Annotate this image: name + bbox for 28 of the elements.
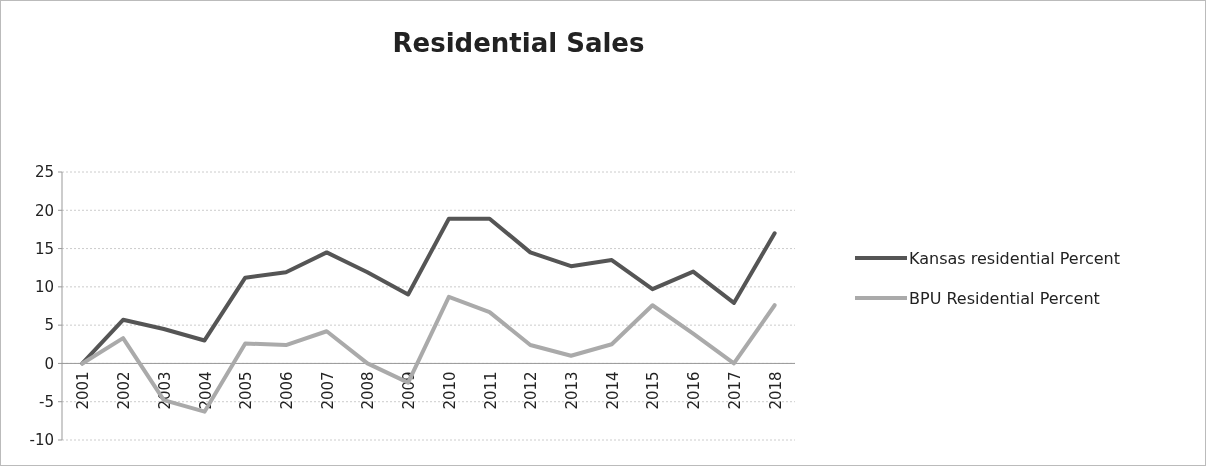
y-tick-label: 0 — [44, 354, 54, 373]
y-tick-label: -10 — [29, 431, 54, 450]
chart-title: Residential Sales — [392, 28, 645, 58]
y-tick-label: -5 — [39, 392, 54, 411]
x-tick-label: 2012 — [522, 371, 541, 410]
y-tick-label: 15 — [34, 239, 54, 258]
x-tick-label: 2006 — [277, 371, 296, 410]
x-tick-label: 2008 — [359, 371, 378, 410]
y-tick-label: 25 — [34, 163, 54, 182]
x-tick-label: 2011 — [481, 371, 500, 410]
x-tick-label: 2013 — [563, 371, 582, 410]
x-tick-label: 2014 — [603, 371, 622, 410]
x-tick-label: 2001 — [74, 371, 93, 410]
x-tick-label: 2005 — [237, 371, 256, 410]
x-tick-label: 2002 — [115, 371, 134, 410]
line-series — [80, 216, 777, 366]
y-tick-label: 5 — [44, 316, 54, 335]
x-tick-label: 2004 — [196, 371, 215, 410]
x-tick-label: 2007 — [318, 371, 337, 410]
x-tick-label: 2017 — [725, 371, 744, 410]
y-tick-label: 10 — [34, 278, 54, 297]
x-tick-label: 2015 — [644, 371, 663, 410]
x-tick-label: 2010 — [440, 371, 459, 410]
x-tick-label: 2016 — [685, 371, 704, 410]
legend-label: Kansas residential Percent — [909, 248, 1120, 268]
y-tick-label: 20 — [34, 201, 54, 220]
legend-label: BPU Residential Percent — [909, 288, 1100, 308]
x-tick-label: 2018 — [766, 371, 785, 410]
